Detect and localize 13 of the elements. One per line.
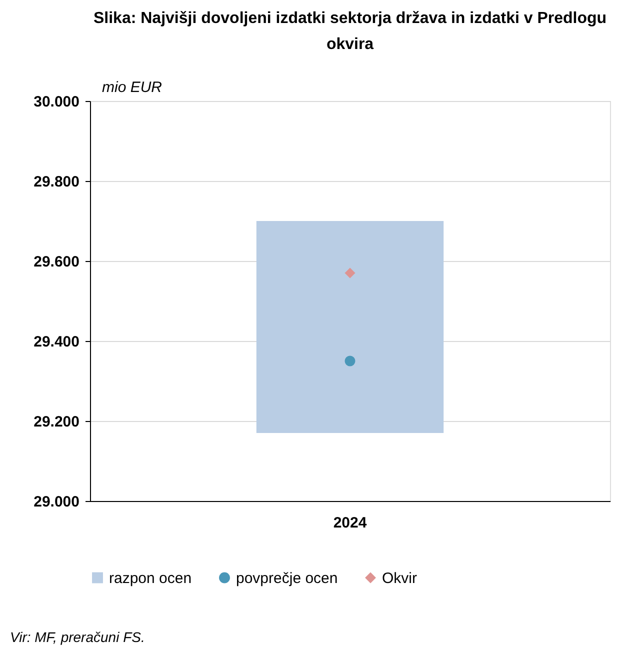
y-tick-label: 29.600: [34, 254, 80, 270]
y-tick-label: 29.200: [34, 414, 80, 430]
chart-title: Slika: Najvišji dovoljeni izdatki sektorja država in izdatki v Predlogu okvira: [93, 10, 607, 53]
y-axis-title: mio EUR: [102, 79, 162, 96]
y-tick-label: 29.400: [34, 334, 80, 350]
legend-label: povprečje ocen: [236, 570, 338, 587]
legend-label: razpon ocen: [109, 570, 192, 587]
x-tick-label: 2024: [333, 514, 368, 532]
legend-label: Okvir: [382, 570, 417, 587]
text: Vir: MF, preračuni FS.: [10, 629, 145, 645]
y-tick-label: 29.800: [34, 174, 80, 190]
y-tick-label: 30.000: [34, 94, 80, 110]
y-tick-label: 29.000: [34, 494, 80, 510]
